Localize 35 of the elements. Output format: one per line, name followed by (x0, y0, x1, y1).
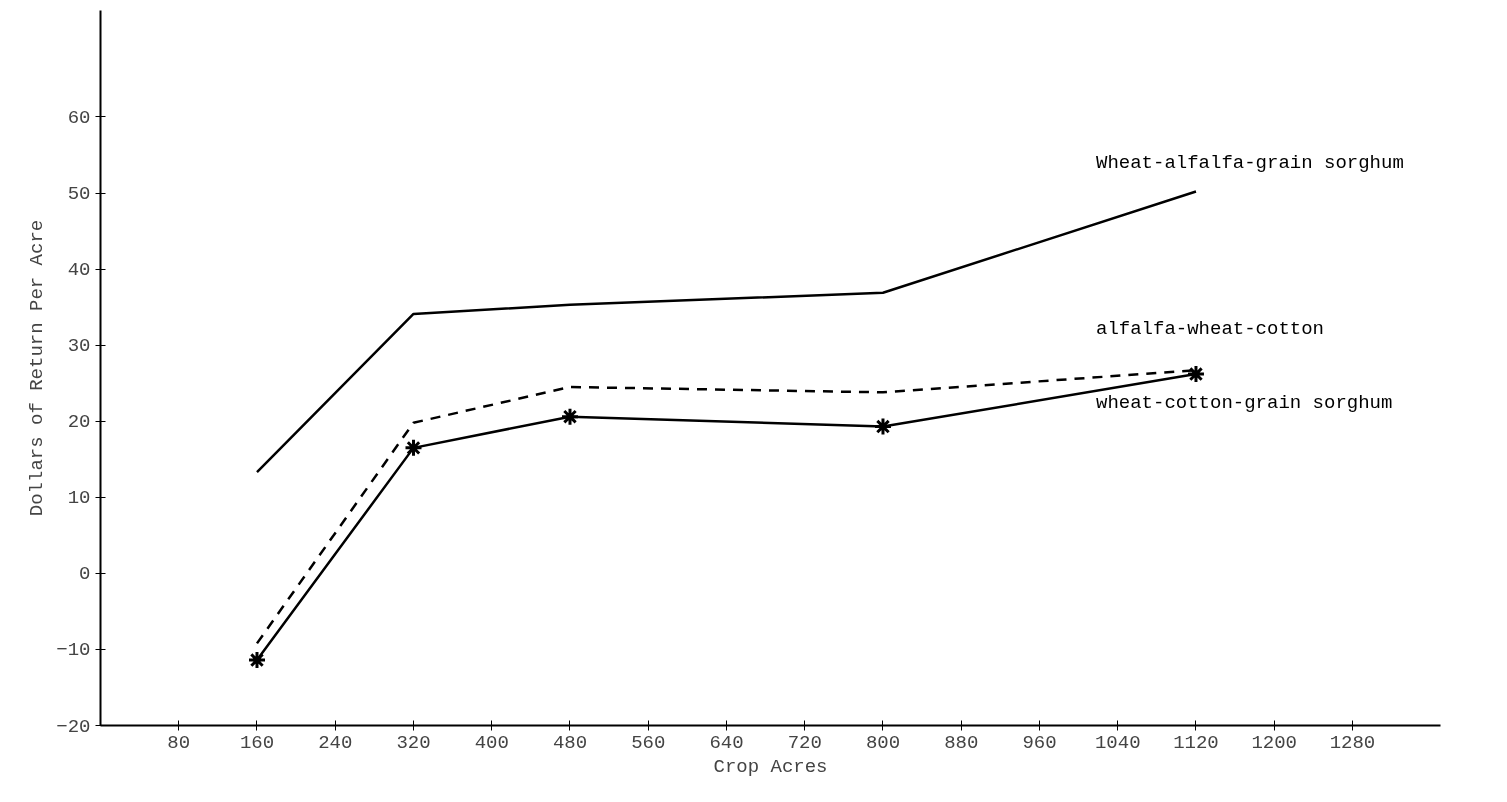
y-tick-label: 30 (67, 335, 91, 358)
y-tick-label: −20 (56, 715, 91, 738)
x-tick-label: 720 (787, 731, 822, 754)
point (1186, 364, 1206, 384)
series-label: alfalfa-wheat-cotton (1095, 318, 1325, 341)
x-tick-label: 1280 (1329, 731, 1376, 754)
point (560, 407, 580, 427)
x-tick-label: 1040 (1094, 731, 1141, 754)
y-tick-label: 10 (67, 487, 91, 510)
x-axis-title: Crop Acres (713, 755, 828, 778)
y-tick-label: 40 (67, 259, 91, 282)
x-tick-label: 480 (552, 731, 588, 754)
series-label: wheat-cotton-grain sorghum (1095, 392, 1393, 415)
x-tick-label: 560 (631, 731, 666, 754)
y-axis-title: Dollars of Return Per Acre (26, 219, 49, 517)
x-tick-label: 1200 (1251, 731, 1298, 754)
text: Wheat-alfalfa-grain sorghum (1095, 151, 1404, 174)
x-tick-label: 320 (396, 731, 431, 754)
point (873, 417, 893, 437)
x-tick-label: 800 (865, 731, 901, 754)
y-tick-label: 50 (67, 183, 91, 206)
point (247, 650, 267, 670)
y-tick-label: 0 (79, 563, 91, 586)
point (403, 438, 423, 458)
x-tick-label: 400 (474, 731, 509, 754)
y-tick-label: 20 (67, 411, 91, 434)
x-tick-label: 640 (709, 731, 744, 754)
y-tick-label: 60 (67, 106, 91, 129)
x-tick-label: 160 (239, 731, 275, 754)
x-tick-label: 960 (1022, 731, 1057, 754)
x-tick-label: 240 (318, 731, 353, 754)
y-tick-label: −10 (56, 639, 91, 662)
x-tick-label: 80 (167, 731, 191, 754)
x-tick-label: 880 (944, 731, 979, 754)
x-tick-label: 1120 (1173, 731, 1219, 754)
